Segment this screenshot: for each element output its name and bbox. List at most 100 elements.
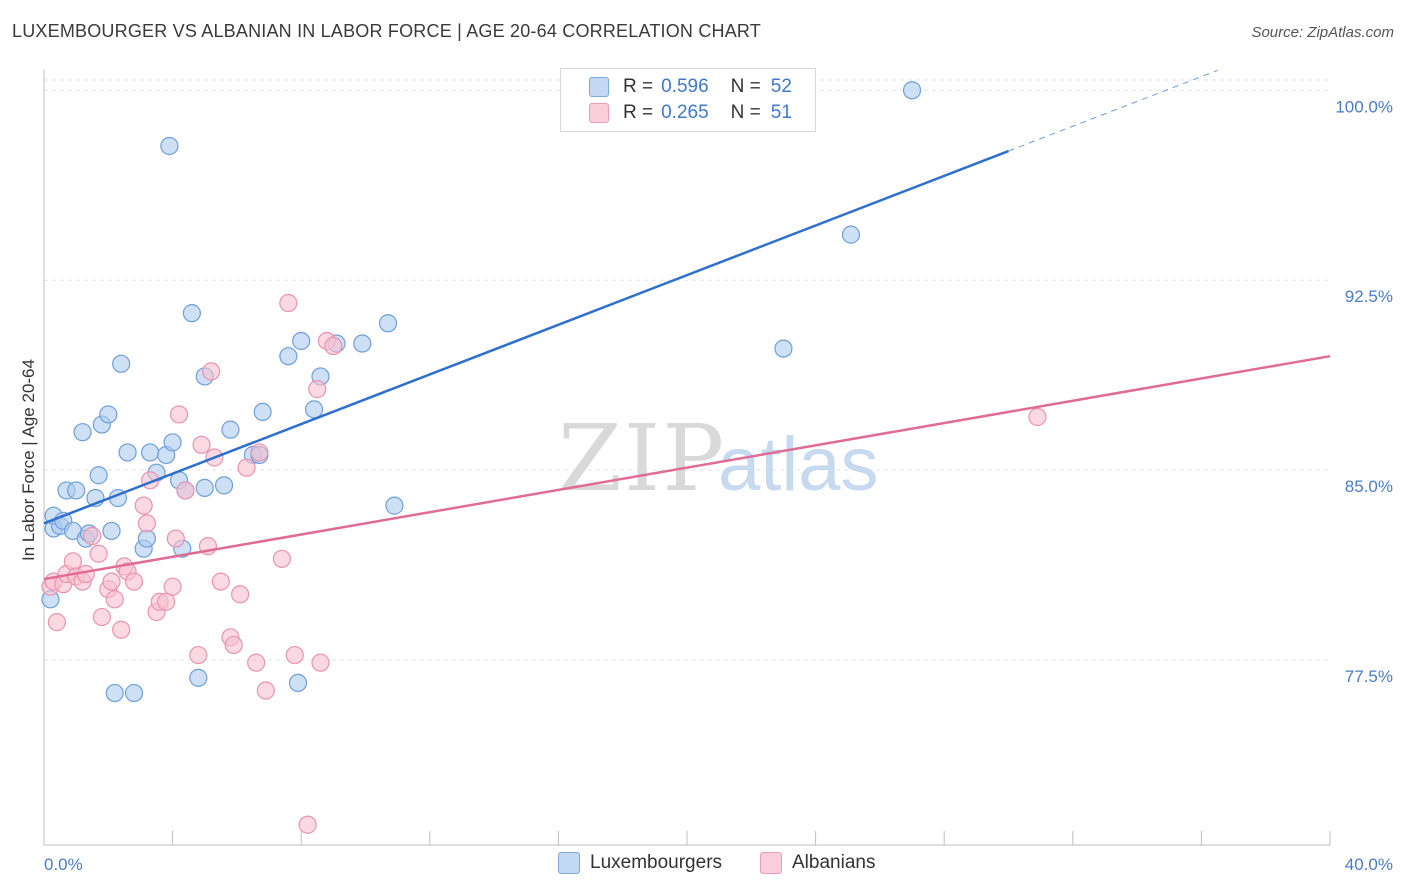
watermark-atlas: atlas (718, 422, 879, 507)
luxembourger-point (304, 400, 324, 419)
source-credit: Source: ZipAtlas.com (1251, 24, 1394, 41)
albanian-point (134, 496, 153, 515)
y-tick-label: 92.5% (1345, 287, 1393, 306)
luxembourgers-swatch (589, 77, 609, 97)
luxembourger-point (292, 331, 311, 351)
luxembourger-point (841, 225, 861, 244)
x-tick-label: 40.0% (1345, 855, 1393, 874)
albanian-point (247, 653, 266, 672)
luxembourger-point (105, 683, 124, 703)
axes: 77.5% 85.0% 92.5% 100.0% 0.0% 40.0% (43, 70, 1393, 874)
luxembourger-point (195, 478, 214, 497)
albanian-point (47, 613, 66, 632)
albanian-point (311, 653, 330, 672)
luxembourger-point (214, 476, 234, 495)
albanian-point (166, 529, 185, 548)
albanian-point (112, 620, 131, 639)
luxembourger-point (118, 443, 137, 462)
luxembourger-point (163, 433, 182, 452)
albanian-point (102, 572, 121, 591)
albanians-legend-swatch (760, 852, 782, 874)
albanian-point (124, 572, 144, 591)
luxembourger-point (124, 683, 144, 703)
legend-r-label: R = (623, 76, 654, 97)
legend-n-value: 52 (770, 76, 792, 97)
legend-row-albanians: R = 0.265 N = 51 (589, 101, 792, 125)
albanian-point (237, 458, 256, 477)
luxembourger-point (67, 481, 86, 500)
albanian-point (189, 645, 208, 665)
luxembourger-point (902, 81, 922, 100)
luxembourger-point (99, 405, 118, 424)
albanians-legend-label: Albanians (792, 852, 876, 873)
albanian-point (308, 380, 327, 399)
gridlines (44, 79, 1330, 661)
legend-n-label: N = (730, 76, 761, 97)
albanian-point (192, 435, 211, 454)
x-tick-label: 0.0% (44, 855, 83, 874)
albanians-swatch (589, 103, 609, 123)
y-tick-label: 85.0% (1345, 477, 1393, 496)
albanian-point (92, 607, 111, 627)
y-tick-label: 100.0% (1335, 97, 1393, 116)
luxembourgers-trend-line (43, 149, 1009, 525)
albanian-point (89, 544, 108, 563)
albanian-point (279, 293, 298, 313)
luxembourger-point (189, 668, 208, 687)
albanian-point (224, 635, 243, 655)
luxembourger-point (112, 354, 131, 373)
legend-item-albanians[interactable]: Albanians (760, 852, 875, 874)
luxembourgers-legend-label: Luxembourgers (590, 852, 723, 873)
luxembourgers-legend-swatch (558, 852, 580, 874)
y-axis-title: In Labor Force | Age 20-64 (19, 359, 38, 561)
albanian-point (83, 526, 102, 546)
stats-legend: R = 0.596 N = 52 R = 0.265 N = 51 (560, 68, 816, 132)
albanian-point (298, 815, 317, 834)
albanian-point (163, 577, 182, 596)
legend-n-label: N = (730, 102, 761, 123)
albanian-point (211, 572, 230, 591)
luxembourger-point (182, 304, 201, 323)
albanians-trend-line (43, 354, 1331, 581)
watermark-zip: ZIP (558, 405, 726, 512)
albanian-point (169, 405, 189, 424)
luxembourger-point (89, 466, 108, 485)
data-points (41, 81, 1047, 834)
legend-r-value: 0.265 (661, 102, 709, 123)
luxembourger-point (774, 339, 793, 358)
albanian-point (176, 481, 195, 500)
luxembourgers-trend-extension (1008, 69, 1218, 152)
albanian-point (137, 514, 156, 533)
luxembourger-point (137, 529, 156, 548)
luxembourger-point (288, 673, 308, 693)
luxembourger-point (102, 521, 121, 541)
luxembourger-point (160, 136, 179, 156)
albanian-point (285, 645, 304, 665)
albanian-point (231, 585, 250, 604)
legend-row-luxembourgers: R = 0.596 N = 52 (589, 75, 792, 99)
watermark: ZIP atlas (558, 405, 879, 512)
chart-title: LUXEMBOURGER VS ALBANIAN IN LABOR FORCE … (12, 21, 761, 41)
albanian-point (1028, 407, 1047, 427)
series-legend: Luxembourgers Albanians (0, 852, 1406, 878)
luxembourger-point (253, 402, 272, 422)
luxembourger-point (221, 420, 240, 439)
albanian-point (324, 336, 343, 356)
luxembourger-point (378, 314, 398, 333)
albanian-point (272, 549, 292, 568)
legend-item-luxembourgers[interactable]: Luxembourgers (558, 852, 722, 874)
albanian-point (256, 681, 275, 700)
trend-lines (43, 69, 1331, 581)
albanian-point (105, 590, 124, 609)
legend-r-value: 0.596 (661, 76, 709, 97)
luxembourger-point (140, 443, 160, 462)
albanian-point (250, 443, 269, 462)
y-tick-label: 77.5% (1345, 667, 1393, 686)
luxembourger-point (385, 496, 404, 515)
albanian-point (157, 592, 176, 611)
albanian-point (202, 362, 221, 381)
luxembourger-point (279, 347, 298, 366)
legend-r-label: R = (623, 102, 654, 123)
legend-n-value: 51 (770, 102, 792, 123)
